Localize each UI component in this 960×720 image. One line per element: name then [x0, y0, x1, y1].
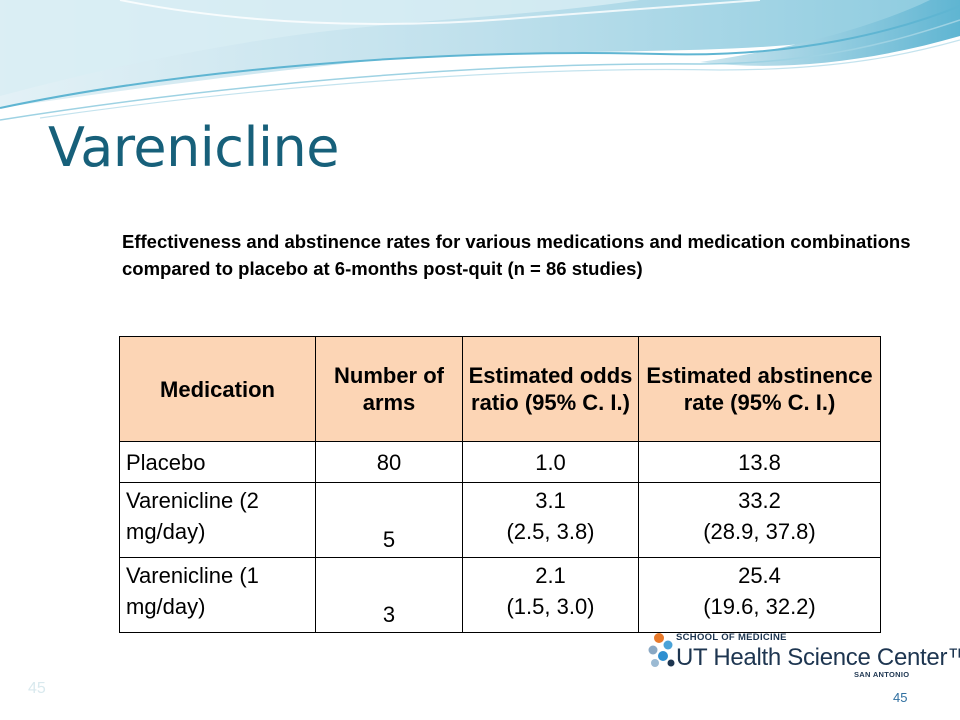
logo-location-label: SAN ANTONIO [854, 670, 910, 679]
cell-arms: 80 [315, 441, 463, 483]
cell-odds-ratio: 2.1 (1.5, 3.0) [462, 557, 639, 633]
cell-medication: Varenicline (1 mg/day) [119, 557, 316, 633]
logo-school-label: SCHOOL OF MEDICINE [676, 632, 787, 643]
cell-odds-ratio: 1.0 [462, 441, 639, 483]
header-number-of-arms: Number of arms [315, 336, 463, 442]
page-number-faint: 45 [28, 680, 46, 697]
cell-arms: 5 [315, 482, 463, 558]
slide-title: Varenicline [48, 116, 339, 179]
page-number: 45 [893, 690, 908, 705]
cell-arms: 3 [315, 557, 463, 633]
cell-abstinence-rate: 13.8 [638, 441, 881, 483]
cell-medication: Placebo [119, 441, 316, 483]
abstinence-rate-ci: (28.9, 37.8) [703, 519, 816, 544]
header-odds-ratio: Estimated odds ratio (95% C. I.) [462, 336, 639, 442]
ut-health-logo [646, 632, 948, 678]
header-abstinence-rate: Estimated abstinence rate (95% C. I.) [638, 336, 881, 442]
slide-subtitle: Effectiveness and abstinence rates for v… [122, 231, 911, 279]
abstinence-rate-value: 33.2 [738, 488, 781, 513]
cell-odds-ratio: 3.1 (2.5, 3.8) [462, 482, 639, 558]
table-row: Varenicline (1 mg/day) 3 2.1 (1.5, 3.0) … [119, 557, 881, 633]
odds-ratio-ci: (1.5, 3.0) [506, 594, 595, 619]
odds-ratio-ci: (2.5, 3.8) [506, 519, 595, 544]
header-wave-decoration [0, 0, 960, 121]
abstinence-rate-ci: (19.6, 32.2) [703, 594, 816, 619]
table-row: Varenicline (2 mg/day) 5 3.1 (2.5, 3.8) … [119, 482, 881, 558]
abstinence-rate-value: 25.4 [738, 563, 781, 588]
odds-ratio-value: 2.1 [535, 563, 566, 588]
logo-main-text: UT Health Science Center™ [676, 644, 960, 671]
medication-table: Medication Number of arms Estimated odds… [119, 336, 881, 633]
odds-ratio-value: 3.1 [535, 488, 566, 513]
cell-medication: Varenicline (2 mg/day) [119, 482, 316, 558]
cell-abstinence-rate: 33.2 (28.9, 37.8) [638, 482, 881, 558]
cell-abstinence-rate: 25.4 (19.6, 32.2) [638, 557, 881, 633]
header-medication: Medication [119, 336, 316, 442]
table-header-row: Medication Number of arms Estimated odds… [119, 336, 881, 442]
logo-dots-icon [648, 633, 675, 667]
table-row: Placebo 80 1.0 13.8 [119, 441, 881, 483]
